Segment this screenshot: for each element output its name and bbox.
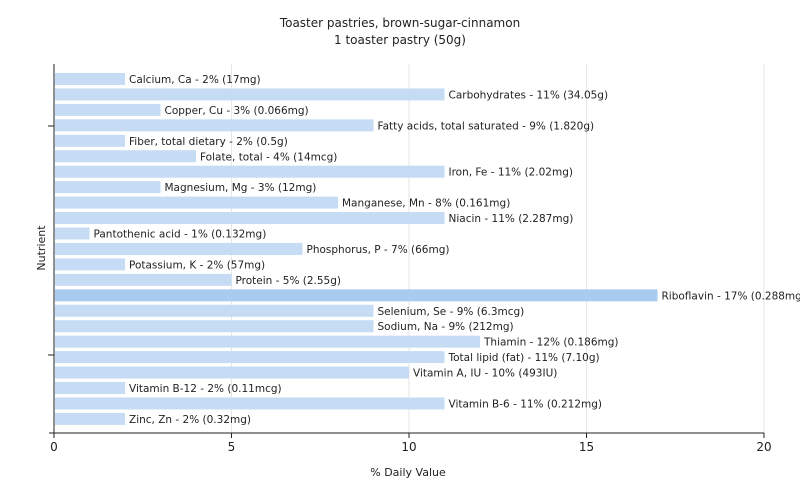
bar [55,335,480,348]
bar [55,181,161,194]
bar-label: Manganese, Mn - 8% (0.161mg) [342,198,510,210]
bar [55,103,161,116]
bar-label: Niacin - 11% (2.287mg) [449,213,574,225]
bar-label: Thiamin - 12% (0.186mg) [483,337,619,349]
bars: Calcium, Ca - 2% (17mg) Carbohydrates - 1… [55,73,800,426]
bar [55,412,125,425]
bar [55,258,125,271]
bar [55,366,409,379]
bar-label: Fiber, total dietary - 2% (0.5g) [129,136,288,148]
chart-subtitle: 1 toaster pastry (50g) [334,33,466,47]
bar-label: Copper, Cu - 3% (0.066mg) [165,105,309,117]
bar-label: Folate, total - 4% (14mcg) [200,151,337,163]
bar [55,397,445,410]
bar [55,88,445,101]
x-tick-label: 20 [756,440,771,454]
bar-label: Calcium, Ca - 2% (17mg) [129,74,261,86]
bar [55,73,125,85]
x-axis-label: % Daily Value [370,466,446,479]
bar-label: Selenium, Se - 9% (6.3mcg) [378,306,525,318]
x-tick-label: 0 [50,440,58,454]
bar [55,242,303,255]
bar [55,227,90,240]
bar-label: Vitamin B-6 - 11% (0.212mg) [449,398,603,410]
bar-label: Vitamin A, IU - 10% (493IU) [413,368,557,380]
bar-label: Zinc, Zn - 2% (0.32mg) [129,414,251,426]
bar [55,273,232,286]
bar-label: Phosphorus, P - 7% (66mg) [307,244,450,256]
bar-label: Total lipid (fat) - 11% (7.10g) [448,352,600,364]
bar-label: Protein - 5% (2.55g) [236,275,342,287]
bar [55,165,445,178]
bar [55,196,338,209]
axes: 0 5 10 15 20 [48,64,772,454]
bar [55,320,374,333]
bar-label: Fatty acids, total saturated - 9% (1.820… [378,120,595,132]
bar [55,212,445,225]
x-tick-label: 5 [228,440,236,454]
chart-title: Toaster pastries, brown-sugar-cinnamon [279,16,520,30]
y-axis-label: Nutrient [35,225,48,271]
bar [55,351,445,364]
bar-label: Riboflavin - 17% (0.288mg) [662,290,800,302]
bar-label: Pantothenic acid - 1% (0.132mg) [94,229,267,241]
bar-label: Sodium, Na - 9% (212mg) [378,321,514,333]
bar [55,119,374,132]
bar [55,304,374,317]
x-tick-label: 15 [579,440,594,454]
bar-label: Magnesium, Mg - 3% (12mg) [165,182,317,194]
bar [55,134,125,147]
bar-label: Potassium, K - 2% (57mg) [129,259,265,271]
bar-label: Iron, Fe - 11% (2.02mg) [449,167,573,179]
bar [55,382,125,394]
bar [55,289,658,302]
x-tick-label: 10 [401,440,416,454]
bar-label: Carbohydrates - 11% (34.05g) [449,89,609,101]
bar-label: Vitamin B-12 - 2% (0.11mcg) [129,383,282,395]
bar [55,150,196,163]
